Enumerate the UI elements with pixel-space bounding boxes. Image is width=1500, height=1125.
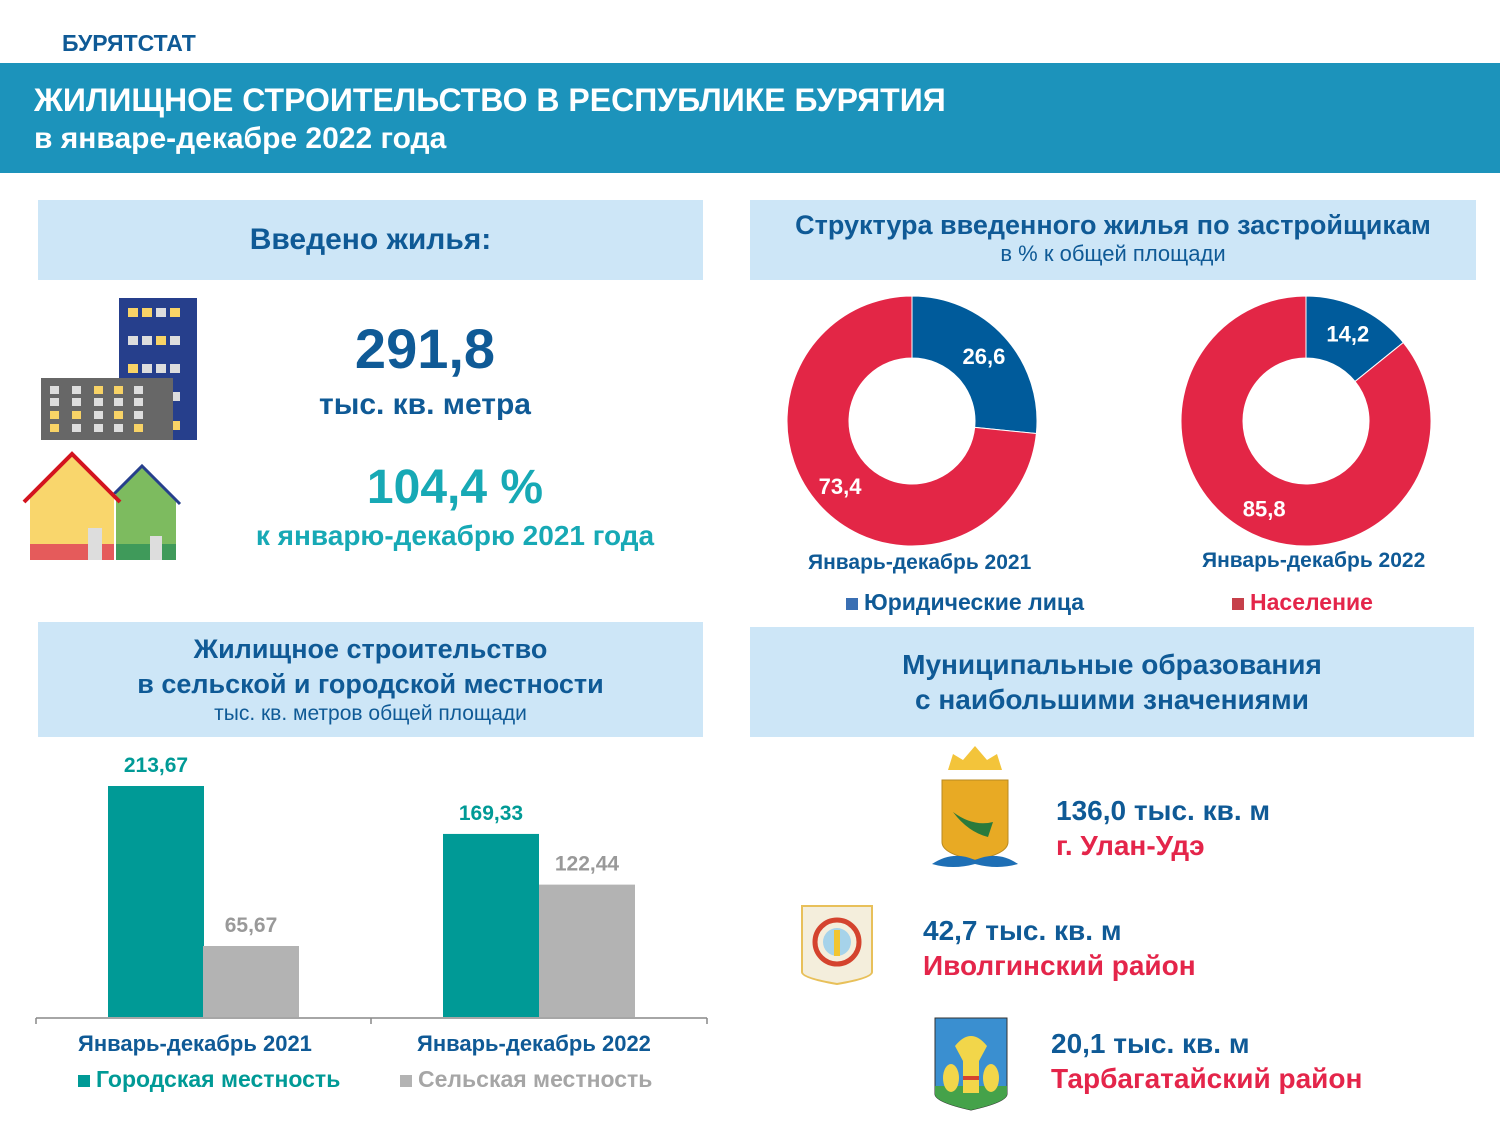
bar-value-label: 169,33 [459,802,523,825]
bar-category-2021: Январь-декабрь 2021 [78,1031,312,1056]
growth-percent: 104,4 % [366,461,544,514]
legend-swatch-red [1232,598,1244,610]
org-logo-text: БУРЯТСТАТ [62,30,196,56]
legend-urban: Городская местность [78,1066,340,1093]
page-subtitle: в январе-декабре 2022 года [34,122,447,155]
legend-label: Сельская местность [418,1066,653,1092]
donut-value-label: 14,2 [1326,321,1369,346]
donut-value-label: 73,4 [819,474,863,499]
municipal-name-2: Иволгинский район [923,950,1196,981]
introduced-unit: тыс. кв. метра [319,388,531,421]
bar-value-label: 65,67 [225,914,278,937]
bar-value-label: 122,44 [555,853,620,876]
donut-value-label: 85,8 [1243,497,1286,522]
legend-legal-entities: Юридические лица [846,589,1084,616]
donut-title-2022: Январь-декабрь 2022 [1202,549,1426,572]
bar [203,946,299,1017]
buildings-icon [22,298,197,560]
rural-urban-subheading: тыс. кв. метров общей площади [214,702,527,725]
donut-slice [911,295,1038,435]
legend-swatch-gray [400,1075,412,1087]
legend-swatch-teal [78,1075,90,1087]
bar [539,884,635,1017]
growth-note: к январю-декабрю 2021 года [255,520,655,551]
legend-swatch-blue [846,598,858,610]
donut-charts: 26,6 73,4 14,2 85,8 [786,295,1432,547]
rural-urban-panel: Жилищное строительство в сельской и горо… [38,622,703,737]
ivolginsky-coat-of-arms-icon [801,905,873,986]
introduced-value: 291,8 [354,317,496,380]
donut-slice [1180,295,1432,547]
municipal-heading-1: Муниципальные образования [902,649,1322,680]
bar [443,833,539,1017]
structure-panel: Структура введенного жилья по застройщик… [750,200,1476,280]
municipal-panel: Муниципальные образования с наибольшими … [750,627,1474,737]
legend-rural: Сельская местность [400,1066,652,1093]
bar [108,786,204,1017]
rural-urban-heading-2: в сельской и городской местности [137,669,604,699]
municipal-value-1: 136,0 тыс. кв. м [1056,795,1271,826]
municipal-name-1: г. Улан-Удэ [1056,830,1205,861]
page-title: ЖИЛИЩНОЕ СТРОИТЕЛЬСТВО В РЕСПУБЛИКЕ БУРЯ… [34,82,946,118]
introduced-heading: Введено жилья: [38,200,703,280]
rural-urban-heading-1: Жилищное строительство [193,634,548,664]
municipal-value-2: 42,7 тыс. кв. м [923,915,1122,946]
legend-population: Население [1232,589,1373,616]
structure-heading: Структура введенного жилья по застройщик… [795,210,1431,240]
ulan-ude-coat-of-arms-icon [932,746,1018,867]
donut-title-2021: Январь-декабрь 2021 [808,551,1032,574]
legend-label: Городская местность [96,1066,341,1092]
tarbagatai-coat-of-arms-icon [934,1017,1008,1111]
bar-chart: 213,67 65,67 169,33 122,44 [35,754,708,1024]
municipal-name-3: Тарбагатайский район [1051,1063,1363,1094]
donut-slice [786,295,1037,547]
municipal-value-3: 20,1 тыс. кв. м [1051,1028,1250,1059]
structure-subheading: в % к общей площади [1000,241,1226,266]
donut-value-label: 26,6 [963,344,1006,369]
header-banner: ЖИЛИЩНОЕ СТРОИТЕЛЬСТВО В РЕСПУБЛИКЕ БУРЯ… [0,63,1500,173]
legend-label: Юридические лица [864,589,1085,615]
legend-label: Население [1250,589,1373,615]
bar-value-label: 213,67 [124,754,188,777]
bar-category-2022: Январь-декабрь 2022 [417,1031,651,1056]
municipal-heading-2: с наибольшими значениями [915,684,1309,715]
